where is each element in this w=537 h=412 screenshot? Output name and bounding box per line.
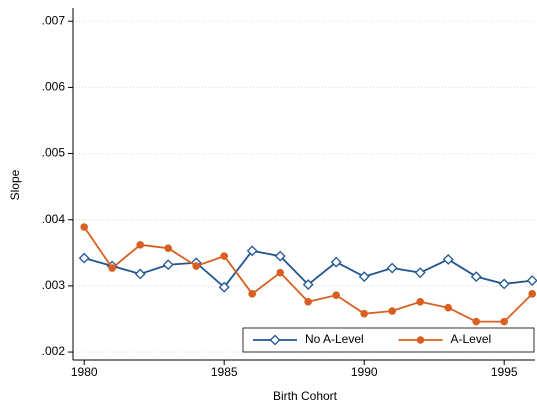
marker — [498, 278, 510, 290]
marker — [416, 297, 425, 306]
x-tick-label: 1985 — [211, 365, 238, 379]
y-tick-label: .005 — [42, 146, 66, 160]
legend-label: No A-Level — [305, 332, 364, 346]
marker — [442, 254, 454, 265]
y-tick-label: .002 — [42, 344, 66, 358]
marker — [414, 267, 426, 279]
legend: No A-Level A-Level — [242, 327, 535, 353]
marker — [276, 268, 285, 277]
marker — [80, 223, 88, 231]
y-tick-label: .004 — [42, 212, 66, 226]
marker — [472, 317, 481, 326]
marker — [108, 264, 116, 272]
marker — [136, 241, 144, 249]
marker — [388, 307, 397, 315]
marker — [332, 291, 341, 299]
marker — [78, 252, 90, 264]
marker — [526, 275, 537, 287]
marker — [528, 290, 537, 298]
y-axis-label: Slope — [8, 169, 22, 200]
marker — [274, 250, 286, 262]
x-tick-label: 1980 — [71, 365, 98, 379]
y-tick-label: .007 — [42, 13, 66, 27]
marker — [470, 271, 482, 283]
marker — [500, 317, 509, 326]
x-tick-label: 1990 — [351, 365, 378, 379]
marker — [302, 279, 314, 290]
marker — [330, 256, 342, 268]
marker — [444, 303, 453, 312]
marker — [134, 268, 146, 280]
x-tick-label: 1995 — [491, 365, 518, 379]
marker — [248, 290, 256, 298]
marker — [220, 252, 228, 260]
marker — [164, 244, 172, 252]
marker — [218, 281, 230, 293]
marker — [246, 245, 258, 257]
legend-marker — [269, 334, 281, 346]
marker — [304, 297, 313, 306]
y-tick-label: .006 — [42, 80, 66, 94]
marker — [192, 262, 200, 270]
legend-marker — [416, 336, 425, 344]
legend-label: A-Level — [451, 332, 492, 346]
marker — [162, 259, 174, 271]
marker — [386, 262, 398, 274]
x-axis-label: Birth Cohort — [273, 389, 338, 403]
marker — [360, 309, 369, 318]
marker — [358, 271, 370, 283]
y-tick-label: .003 — [42, 278, 66, 292]
